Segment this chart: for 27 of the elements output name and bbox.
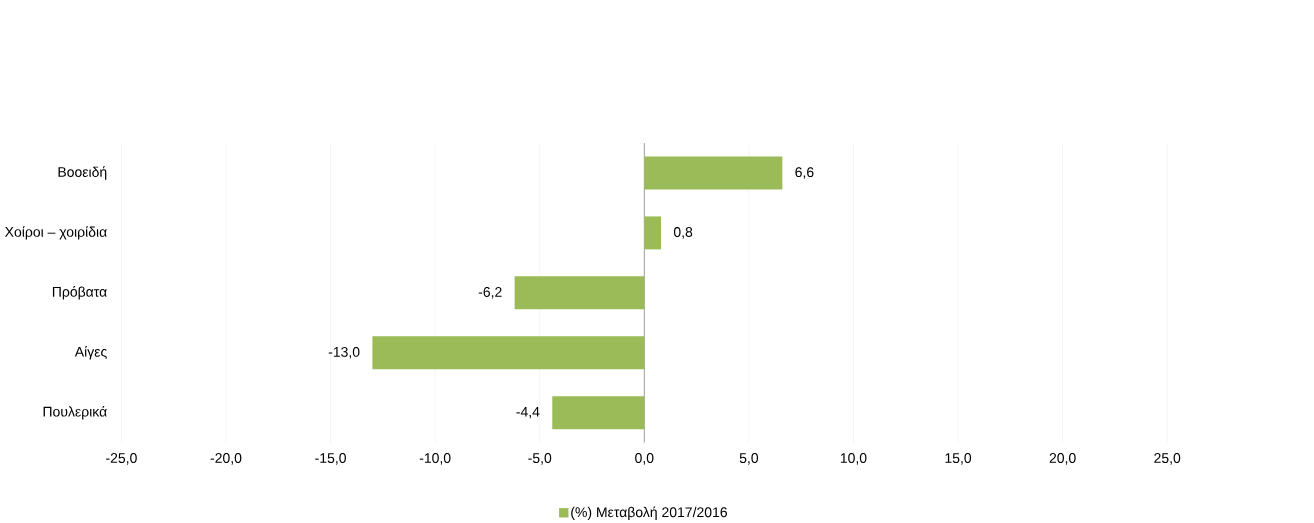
bar [644, 156, 783, 190]
data-label: -13,0 [328, 347, 360, 359]
y-tick-label: Πρόβατα [52, 286, 107, 300]
y-tick-label: Χοίροι – χοιρίδια [4, 226, 107, 240]
legend-label: (%) Μεταβολή 2017/2016 [571, 506, 727, 520]
x-tick-label: -15,0 [315, 453, 346, 465]
bar [372, 336, 645, 370]
x-tick-label: 25,0 [1154, 453, 1181, 465]
y-tick-label: Πουλερικά [43, 406, 107, 420]
data-label: 0,8 [673, 227, 693, 239]
data-label: -6,2 [478, 287, 502, 299]
x-tick-label: -10,0 [419, 453, 451, 465]
x-tick-label: 0,0 [635, 453, 654, 465]
data-label: 6,6 [795, 167, 814, 179]
y-tick-label: Αίγες [74, 346, 107, 360]
x-tick-label: 5,0 [739, 453, 759, 465]
x-tick-label: 15,0 [945, 453, 972, 465]
data-label: -4,4 [516, 407, 540, 419]
x-tick-label: -20,0 [210, 453, 242, 465]
x-tick-label: -5,0 [528, 453, 552, 465]
bar [644, 216, 662, 250]
bar [514, 276, 645, 310]
x-tick-label: 10,0 [840, 453, 867, 465]
x-tick-label: 20,0 [1049, 453, 1076, 465]
y-tick-label: Βοοειδή [58, 166, 107, 180]
bar [552, 396, 645, 430]
x-tick-label: -25,0 [106, 453, 137, 465]
